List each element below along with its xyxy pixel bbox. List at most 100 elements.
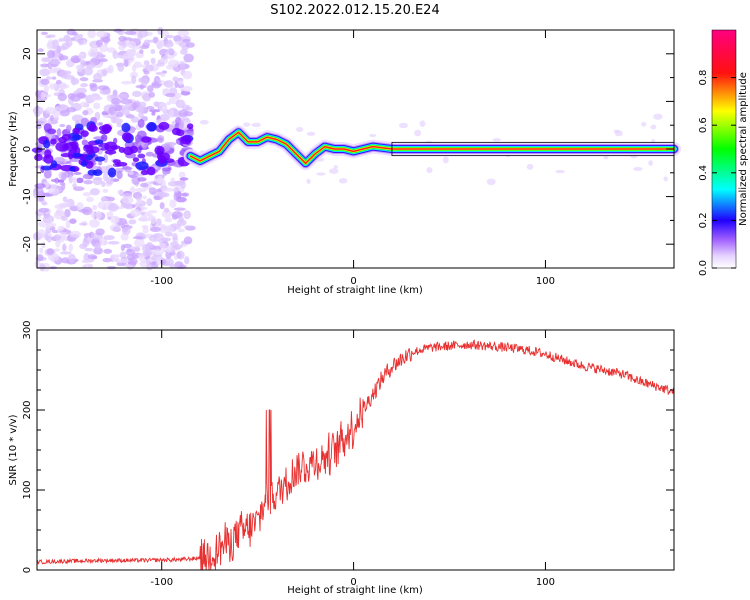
spectrogram-noise-blob [94, 243, 101, 250]
spectrogram-noise-blob [102, 115, 113, 118]
spectrogram-noise-blob [183, 210, 191, 219]
spectrogram-noise-blob [161, 73, 165, 77]
spectrogram-noise-blob [159, 122, 170, 130]
spectrogram-noise-blob [161, 185, 168, 192]
spectrogram-noise-blob [76, 202, 83, 210]
spectrogram-noise-blob [80, 77, 89, 81]
spectrogram-noise-blob [152, 249, 163, 255]
spectrogram-noise-blob [128, 41, 136, 48]
spectrogram-noise-blob [148, 210, 157, 213]
spectrogram-noise-blob [127, 50, 136, 57]
spectrogram-noise-blob [96, 31, 107, 38]
spectrogram-faint-blob [334, 165, 338, 169]
spectrogram-noise-blob [164, 226, 174, 232]
spectrogram-noise-blob [72, 177, 77, 184]
spectrogram-noise-blob [153, 101, 159, 106]
snr-y-label: SNR (10 * v/v) [8, 414, 19, 485]
spectrogram-faint-blob [296, 127, 303, 132]
spectrogram-noise-blob [41, 92, 46, 99]
spectrogram-noise-blob [138, 112, 144, 118]
spectrogram-noise-blob [64, 142, 78, 151]
spectrogram-faint-blob [251, 123, 261, 127]
spectrogram-noise-blob [45, 35, 51, 38]
spectrogram-noise-blob [63, 35, 70, 43]
spectrogram-noise-blob [166, 35, 174, 38]
spectrogram-faint-blob [443, 156, 449, 163]
spectrogram-noise-blob [156, 40, 163, 49]
spectrogram-noise-blob [80, 130, 88, 137]
spectrogram-noise-blob [49, 83, 57, 89]
spectrogram-noise-blob [179, 216, 184, 223]
spectrogram-noise-blob [102, 37, 111, 43]
spectrogram-noise-blob [82, 265, 87, 268]
spectrogram-y-tick-label: 0 [22, 146, 33, 152]
spectrogram-noise-blob [47, 248, 54, 255]
spectrogram-noise-blob [43, 215, 54, 224]
spectrogram-noise-blob [167, 101, 172, 105]
spectrogram-noise-blob [89, 219, 100, 228]
spectrogram-x-tick-label: 100 [536, 276, 555, 287]
spectrogram-noise-blob [182, 193, 189, 197]
spectrogram-faint-blob [420, 120, 426, 127]
spectrogram-noise-blob [59, 104, 67, 109]
spectrogram-noise-blob [83, 180, 92, 184]
spectrogram-noise-blob [63, 196, 68, 202]
spectrogram-noise-blob [166, 245, 172, 253]
spectrogram-noise-blob [72, 128, 80, 135]
spectrogram-noise-blob [168, 181, 180, 187]
spectrogram-noise-blob [158, 192, 170, 197]
spectrogram-noise-blob [59, 124, 65, 127]
spectrogram-noise-blob [187, 123, 193, 129]
spectrogram-noise-blob [146, 242, 152, 249]
spectrogram-noise-blob [157, 135, 164, 143]
spectrogram-faint-blob [369, 134, 376, 137]
spectrogram-noise-blob [94, 139, 103, 144]
spectrogram-faint-blob [555, 170, 565, 173]
spectrogram-noise-blob [158, 103, 167, 112]
spectrogram-noise-blob [174, 192, 178, 201]
spectrogram-noise-blob [115, 162, 127, 167]
spectrogram-noise-blob [141, 136, 151, 142]
spectrogram-noise-blob [176, 129, 184, 136]
spectrogram-noise-blob [141, 77, 149, 86]
spectrogram-noise-blob [118, 45, 125, 51]
spectrogram-noise-blob [140, 183, 148, 187]
spectrogram-y-label: Frequency (Hz) [8, 111, 19, 187]
spectrogram-noise-blob [68, 254, 76, 263]
spectrogram-noise-blob [80, 83, 88, 87]
spectrogram-faint-blob [243, 123, 251, 127]
spectrogram-noise-blob [40, 79, 49, 85]
spectrogram-noise-blob [98, 161, 102, 165]
spectrogram-noise-blob [62, 243, 66, 251]
spectrogram-noise-blob [137, 177, 146, 182]
spectrogram-faint-blob [200, 120, 209, 125]
spectrogram-noise-blob [41, 58, 51, 62]
spectrogram-noise-blob [99, 45, 108, 52]
snr-y-tick-label: 200 [22, 400, 33, 419]
spectrogram-noise-blob [118, 36, 126, 42]
spectrogram-noise-blob [112, 227, 119, 232]
spectrogram-faint-blob [641, 122, 646, 127]
snr-y-tick-label: 0 [22, 567, 33, 573]
spectrogram-noise-blob [132, 91, 142, 97]
spectrogram-noise-blob [37, 191, 45, 197]
spectrogram-noise-blob [69, 219, 77, 223]
spectrogram-noise-blob [131, 246, 140, 250]
spectrogram-noise-blob [72, 153, 82, 157]
spectrogram-noise-blob [141, 170, 149, 175]
spectrogram-noise-blob [61, 172, 67, 180]
spectrogram-noise-blob [165, 232, 173, 237]
spectrogram-noise-blob [61, 216, 68, 221]
spectrogram-y-tick-label: -20 [22, 236, 33, 252]
spectrogram-noise-blob [142, 250, 152, 256]
spectrogram-noise-blob [111, 98, 121, 105]
colorbar-tick-label: 0.6 [698, 117, 709, 133]
spectrogram-noise-blob [80, 102, 88, 108]
spectrogram-noise-blob [155, 178, 163, 184]
spectrogram-noise-blob [170, 241, 179, 247]
spectrogram-faint-blob [650, 125, 656, 130]
spectrogram-noise-blob [184, 236, 192, 244]
spectrogram-noise-blob [91, 211, 96, 218]
spectrogram-noise-blob [78, 53, 85, 60]
spectrogram-noise-blob [85, 248, 94, 251]
